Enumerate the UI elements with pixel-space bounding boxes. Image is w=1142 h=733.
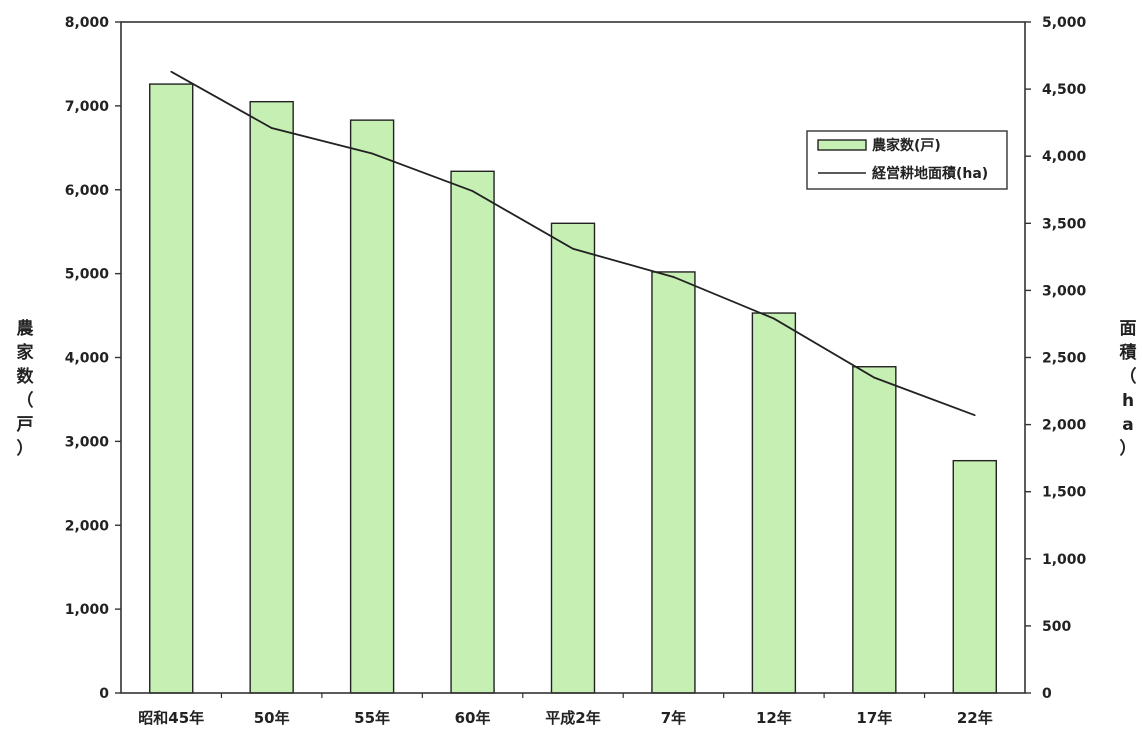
- legend-swatch-bar: [817, 139, 867, 151]
- legend: 農家数(戸) 経営耕地面積(ha): [806, 130, 1008, 190]
- x-axis: 昭和45年 50年 55年 60年 平成2年 7年 12年 17年 22年: [138, 693, 993, 727]
- bar-2: [349, 119, 395, 694]
- axis-title-char: （: [17, 390, 34, 411]
- left-tick-label: 8,000: [65, 15, 110, 31]
- right-tick-label: 5,000: [1042, 15, 1087, 31]
- line-point-2: [371, 152, 373, 155]
- bar-7: [852, 366, 897, 694]
- line-point-6: [773, 317, 775, 320]
- right-tick-label: 3,000: [1042, 283, 1087, 299]
- axis-title-char: 面: [1120, 319, 1137, 339]
- right-tick-label: 4,000: [1042, 149, 1087, 165]
- x-tick-label: 22年: [957, 709, 993, 727]
- left-tick-label: 0: [99, 686, 109, 702]
- bar-6: [751, 312, 797, 694]
- line-point-8: [973, 414, 976, 417]
- right-axis: 0 500 1,000 1,500 2,000 2,500 3,000 3,500 4,000 4…: [1025, 15, 1087, 702]
- bar-0: [149, 83, 194, 694]
- left-tick-label: 7,000: [65, 99, 110, 115]
- legend-label-households: 農家数(戸): [872, 137, 941, 154]
- line-point-5: [672, 276, 675, 278]
- line-point-3: [471, 190, 474, 192]
- right-tick-label: 2,500: [1042, 351, 1087, 367]
- legend-label-area: 経営耕地面積(ha): [872, 165, 988, 182]
- right-tick-label: 4,500: [1042, 82, 1087, 98]
- left-tick-label: 6,000: [65, 183, 110, 199]
- line-point-1: [270, 127, 273, 129]
- left-tick-label: 3,000: [65, 434, 110, 450]
- axis-title-char: h: [1122, 391, 1134, 411]
- line-point-4: [572, 247, 574, 250]
- right-tick-label: 2,000: [1042, 418, 1087, 434]
- line-point-7: [873, 376, 876, 379]
- bar-1: [249, 100, 294, 694]
- left-tick-label: 2,000: [65, 518, 110, 534]
- bar-4: [550, 222, 596, 694]
- right-tick-label: 3,500: [1042, 216, 1087, 232]
- x-tick-label: 平成2年: [545, 709, 600, 727]
- x-tick-label: 60年: [455, 709, 491, 727]
- x-tick-label: 7年: [661, 709, 686, 727]
- axis-title-char: 家: [17, 342, 34, 363]
- axis-title-char: a: [1122, 415, 1133, 435]
- left-tick-label: 5,000: [65, 267, 110, 283]
- left-axis-title: 農家数 （ 戸 ）: [17, 318, 35, 459]
- axis-title-char: 農: [17, 318, 34, 339]
- axis-title-char: 戸: [17, 415, 34, 435]
- axis-title-char: （: [1120, 366, 1137, 387]
- axis-title-char: ）: [17, 438, 34, 459]
- bar-8: [952, 459, 997, 694]
- right-tick-label: 500: [1042, 619, 1071, 635]
- right-tick-label: 1,000: [1042, 552, 1087, 568]
- left-tick-label: 1,000: [65, 602, 110, 618]
- line-layer: [170, 70, 976, 417]
- left-tick-label: 4,000: [65, 351, 110, 367]
- line-point-0: [170, 70, 173, 73]
- x-tick-label: 17年: [856, 709, 892, 727]
- axis-title-char: ）: [1120, 438, 1137, 459]
- right-axis-title: 面積 （ ha ）: [1120, 319, 1138, 459]
- x-tick-label: 50年: [254, 709, 290, 727]
- left-axis: 0 1,000 2,000 3,000 4,000 5,000 6,000 7,000 8,00…: [65, 15, 121, 702]
- right-tick-label: 1,500: [1042, 485, 1087, 501]
- axis-title-char: 積: [1120, 342, 1138, 363]
- x-tick-label: 12年: [756, 709, 792, 727]
- x-tick-label: 55年: [354, 709, 390, 727]
- bar-5: [651, 271, 696, 694]
- axis-title-char: 数: [17, 366, 35, 387]
- bars-layer: [149, 83, 997, 694]
- right-tick-label: 0: [1042, 686, 1052, 702]
- x-tick-label: 昭和45年: [138, 709, 204, 727]
- bar-3: [450, 170, 495, 694]
